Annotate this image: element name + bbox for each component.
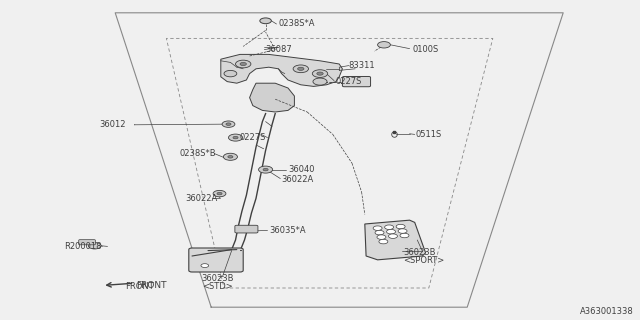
Circle shape (240, 62, 246, 66)
Text: 36035*A: 36035*A (269, 226, 305, 235)
Circle shape (317, 72, 323, 75)
Circle shape (375, 230, 384, 235)
FancyBboxPatch shape (235, 225, 258, 233)
Text: FRONT: FRONT (136, 281, 166, 290)
Circle shape (236, 60, 251, 68)
Text: 0100S: 0100S (413, 45, 439, 54)
Text: 36022A: 36022A (186, 194, 218, 203)
Circle shape (259, 166, 273, 173)
FancyBboxPatch shape (79, 240, 95, 245)
Text: 36040: 36040 (288, 165, 314, 174)
Circle shape (223, 153, 237, 160)
Circle shape (298, 67, 304, 70)
Circle shape (373, 226, 382, 230)
Circle shape (233, 136, 238, 139)
Circle shape (201, 264, 209, 268)
Circle shape (377, 235, 386, 239)
Circle shape (224, 70, 237, 77)
Circle shape (385, 225, 394, 229)
Text: 0227S: 0227S (240, 133, 266, 142)
Text: 0511S: 0511S (416, 130, 442, 139)
Text: <SPORT>: <SPORT> (403, 256, 444, 265)
Circle shape (293, 65, 308, 73)
Text: 83311: 83311 (349, 61, 376, 70)
Circle shape (217, 192, 222, 195)
Polygon shape (365, 220, 426, 260)
Text: A363001338: A363001338 (580, 307, 634, 316)
Circle shape (88, 243, 101, 249)
Circle shape (226, 123, 231, 125)
Text: 0238S*A: 0238S*A (278, 20, 315, 28)
Text: 0238S*B: 0238S*B (179, 149, 216, 158)
Circle shape (213, 190, 226, 197)
Text: <STD>: <STD> (202, 282, 233, 291)
Text: 36012: 36012 (99, 120, 125, 129)
Circle shape (400, 233, 409, 238)
FancyBboxPatch shape (189, 248, 243, 272)
Circle shape (379, 239, 388, 244)
Circle shape (378, 42, 390, 48)
Text: 36087: 36087 (266, 45, 292, 54)
Circle shape (228, 156, 233, 158)
Circle shape (260, 18, 271, 24)
Circle shape (263, 168, 268, 171)
Text: 36022A: 36022A (282, 175, 314, 184)
Circle shape (313, 78, 327, 85)
Circle shape (398, 229, 407, 233)
FancyBboxPatch shape (342, 76, 371, 87)
Text: R200018: R200018 (64, 242, 102, 251)
Circle shape (312, 70, 328, 77)
Circle shape (222, 121, 235, 127)
Circle shape (228, 134, 243, 141)
Circle shape (396, 224, 405, 229)
Text: 0227S: 0227S (336, 77, 362, 86)
Polygon shape (221, 54, 342, 86)
Text: FRONT: FRONT (125, 282, 154, 291)
Circle shape (387, 229, 396, 234)
Polygon shape (250, 83, 294, 112)
Text: 36023B: 36023B (403, 248, 436, 257)
Circle shape (388, 234, 397, 238)
Text: 36023B: 36023B (202, 274, 234, 283)
